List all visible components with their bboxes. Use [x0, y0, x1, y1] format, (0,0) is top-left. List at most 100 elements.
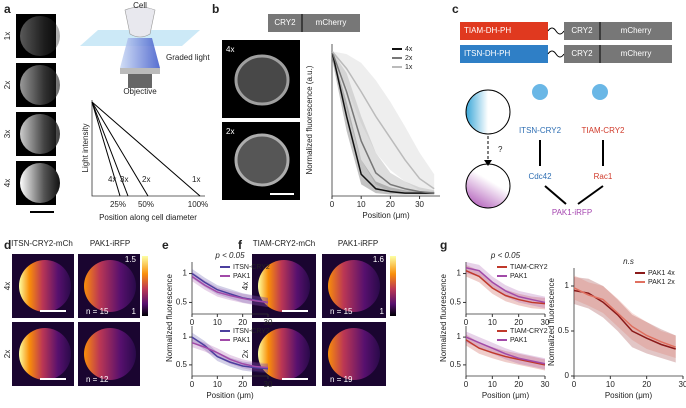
- x-tick-label: 0: [190, 380, 195, 389]
- construct-name: ITSN-DH-PH: [464, 49, 510, 58]
- panel-label: b: [212, 2, 219, 16]
- y-tick-label: 1: [457, 269, 462, 278]
- x-tick-label: 10: [213, 318, 222, 327]
- node-label: ITSN-CRY2: [519, 126, 562, 135]
- x-tick-label: 10: [213, 380, 222, 389]
- y-axis-label: Normalized fluorescence: [165, 273, 174, 362]
- x-label: 25%: [110, 200, 126, 209]
- error-band: [574, 275, 676, 358]
- construct-part: mCherry: [621, 49, 652, 58]
- row-label: 4x: [241, 282, 250, 290]
- row-label: 2x: [3, 81, 12, 89]
- construct: [564, 22, 672, 40]
- series-line: [465, 336, 546, 365]
- x-tick-label: 0: [464, 380, 469, 389]
- colorbar-label: 1: [132, 307, 137, 316]
- cell-label: Cell: [133, 1, 147, 10]
- line-label: 4x: [108, 175, 116, 184]
- line-label: 2x: [142, 175, 150, 184]
- x-tick-label: 10: [606, 380, 615, 389]
- x-tick-label: 30: [264, 380, 273, 389]
- x-axis-label: Position (μm): [206, 391, 254, 400]
- cell-images: [222, 40, 300, 200]
- series-line: [191, 341, 269, 369]
- error-band: [192, 338, 268, 373]
- construct-part: CRY2: [274, 18, 296, 27]
- heatmap-images: [12, 254, 148, 386]
- axis-label: Position along cell diameter: [99, 213, 197, 222]
- colorbar-label: 1.6: [373, 255, 385, 264]
- microscope: [80, 6, 200, 88]
- y-tick-label: 0.5: [450, 360, 462, 369]
- line-label: 3x: [120, 175, 128, 184]
- construct: [564, 45, 672, 63]
- y-tick-label: 1: [457, 332, 462, 341]
- x-tick-label: 30: [264, 318, 273, 327]
- construct: [460, 22, 548, 40]
- annotation: n.s: [623, 257, 634, 266]
- x-tick-label: 10: [488, 380, 497, 389]
- x-tick-label: 20: [514, 380, 523, 389]
- x-tick-label: 0: [190, 318, 195, 327]
- series-line: [465, 269, 546, 305]
- legend-label: PAK1: [233, 337, 250, 344]
- n-label: n = 15: [330, 307, 353, 316]
- light-label: Graded light: [166, 53, 210, 62]
- construct-part: CRY2: [571, 26, 593, 35]
- construct: [460, 45, 548, 63]
- node-label: Rac1: [594, 172, 613, 181]
- y-tick-label: 0.5: [558, 326, 570, 335]
- cell-images: [16, 14, 60, 213]
- construct: [268, 14, 360, 32]
- error-band: [466, 262, 545, 309]
- series-line: [191, 275, 269, 304]
- objective-label: Objective: [123, 87, 157, 96]
- panel-label: d: [4, 238, 11, 252]
- legend-label: 1x: [405, 64, 413, 71]
- series-line: [573, 289, 676, 350]
- image-label: 2x: [226, 127, 234, 136]
- y-axis-label: Normalized fluorescence (a.u.): [305, 65, 314, 174]
- y-tick-label: 0: [565, 371, 570, 380]
- column-title: TIAM-CRY2-mCh: [253, 239, 316, 248]
- heatmap-images: [252, 254, 396, 386]
- error-band: [192, 268, 268, 308]
- x-label: 100%: [188, 200, 208, 209]
- error-band: [192, 332, 268, 374]
- x-tick-label: 0: [464, 318, 469, 327]
- colorbar-label: 1.5: [125, 255, 137, 264]
- y-tick-label: 1: [183, 332, 188, 341]
- x-tick-label: 20: [642, 380, 651, 389]
- image-label: 4x: [226, 45, 234, 54]
- legend-label: TIAM-CRY2: [510, 328, 548, 335]
- panel-label: a: [4, 2, 11, 16]
- intensity-plot: [91, 100, 205, 197]
- panel-label: f: [238, 238, 243, 252]
- series-line: [465, 339, 546, 366]
- x-label: 50%: [138, 200, 154, 209]
- construct-part: CRY2: [571, 49, 593, 58]
- legend-label: 2x: [405, 55, 413, 62]
- construct-part: mCherry: [621, 26, 652, 35]
- construct-name: TIAM-DH-PH: [464, 26, 511, 35]
- y-tick-label: 0.5: [176, 360, 188, 369]
- y-axis-label: Normalized fluorescence: [547, 277, 556, 366]
- series-line: [331, 50, 435, 194]
- x-tick-label: 20: [514, 318, 523, 327]
- panel-label: e: [162, 238, 169, 252]
- annotation: p < 0.05: [490, 251, 521, 260]
- legend-label: PAK1 2x: [648, 279, 675, 286]
- series-line: [573, 287, 676, 348]
- y-tick-label: 0.5: [176, 298, 188, 307]
- question-mark: ?: [498, 145, 503, 154]
- n-label: n = 15: [86, 307, 109, 316]
- axis-label: Light intensity: [81, 124, 90, 173]
- error-band: [332, 51, 435, 195]
- row-label: 4x: [3, 179, 12, 187]
- colorbar-label: 1: [380, 307, 385, 316]
- x-tick-label: 0: [330, 200, 335, 209]
- node-label: PAK1-iRFP: [552, 208, 592, 217]
- row-label: 3x: [3, 130, 12, 138]
- legend-label: PAK1: [510, 337, 527, 344]
- series-line: [331, 50, 435, 190]
